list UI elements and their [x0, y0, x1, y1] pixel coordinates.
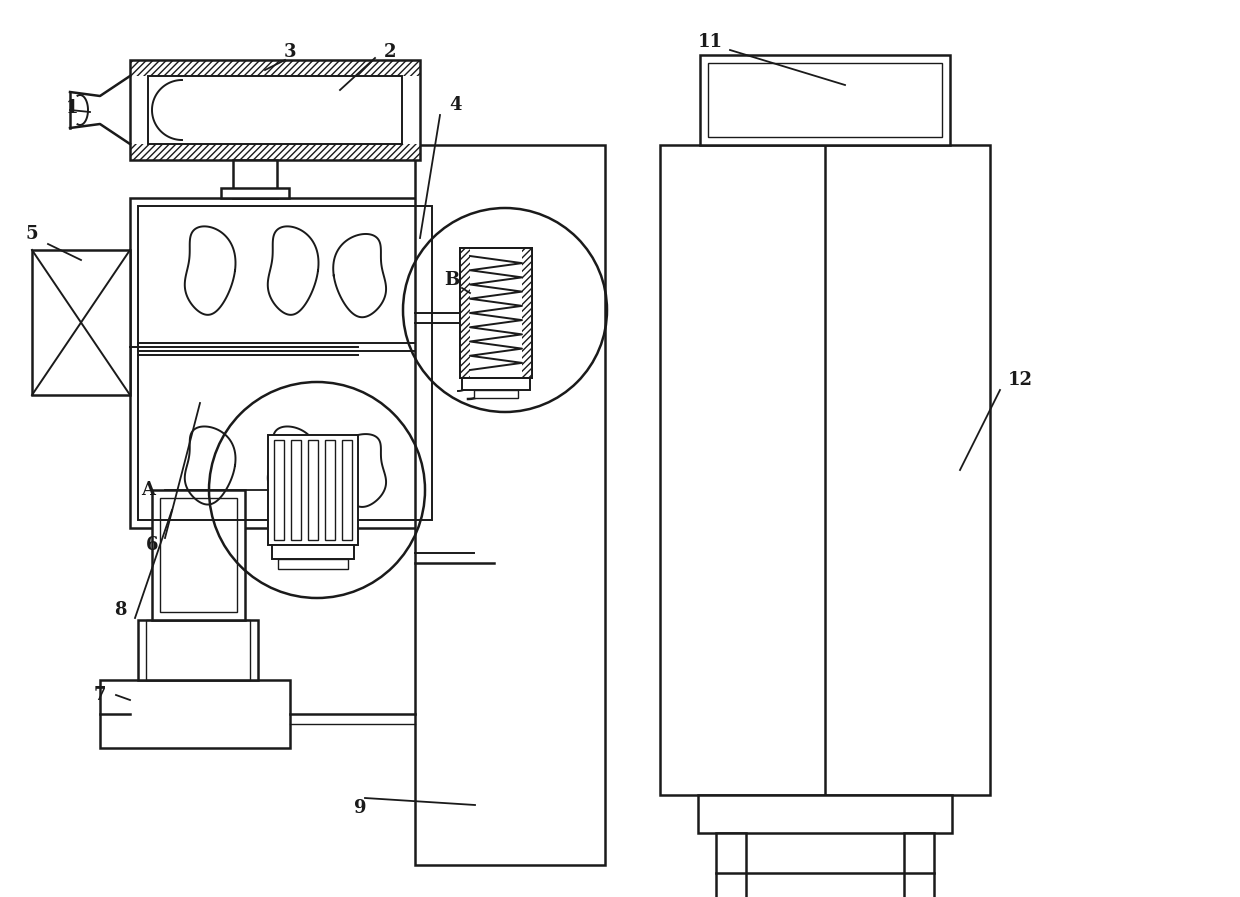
Text: A: A: [141, 481, 155, 499]
Bar: [291, 440, 301, 540]
Bar: [32, 250, 130, 395]
Bar: [130, 60, 420, 160]
Text: 5: 5: [26, 225, 38, 243]
Bar: [460, 248, 470, 378]
Bar: [274, 440, 284, 540]
Bar: [460, 248, 532, 378]
Bar: [415, 145, 605, 865]
Text: 1: 1: [66, 99, 78, 117]
Bar: [138, 620, 258, 680]
Bar: [715, 833, 746, 897]
Bar: [100, 680, 290, 748]
Bar: [342, 440, 352, 540]
Bar: [138, 206, 432, 520]
Bar: [160, 498, 237, 612]
Text: 7: 7: [94, 686, 107, 704]
Text: 4: 4: [449, 96, 461, 114]
Bar: [701, 55, 950, 145]
Text: 11: 11: [697, 33, 723, 51]
Bar: [146, 620, 250, 680]
Bar: [130, 198, 440, 528]
Text: 12: 12: [1007, 371, 1033, 389]
Bar: [233, 160, 277, 198]
Text: 2: 2: [383, 43, 397, 61]
Bar: [272, 545, 353, 559]
Text: 3: 3: [284, 43, 296, 61]
Bar: [130, 60, 420, 76]
Bar: [698, 795, 952, 833]
Bar: [130, 144, 420, 160]
Bar: [463, 378, 529, 390]
Bar: [904, 833, 934, 897]
Bar: [278, 559, 348, 569]
Text: 9: 9: [353, 799, 366, 817]
Text: 6: 6: [146, 536, 159, 554]
Bar: [148, 76, 402, 144]
Bar: [308, 440, 317, 540]
Bar: [221, 188, 289, 198]
Bar: [474, 390, 518, 398]
Text: 8: 8: [114, 601, 126, 619]
Text: B: B: [444, 271, 460, 289]
Bar: [660, 145, 990, 795]
Bar: [460, 248, 532, 378]
Bar: [153, 490, 246, 620]
Bar: [268, 435, 358, 545]
Bar: [325, 440, 335, 540]
Bar: [708, 63, 942, 137]
Bar: [522, 248, 532, 378]
